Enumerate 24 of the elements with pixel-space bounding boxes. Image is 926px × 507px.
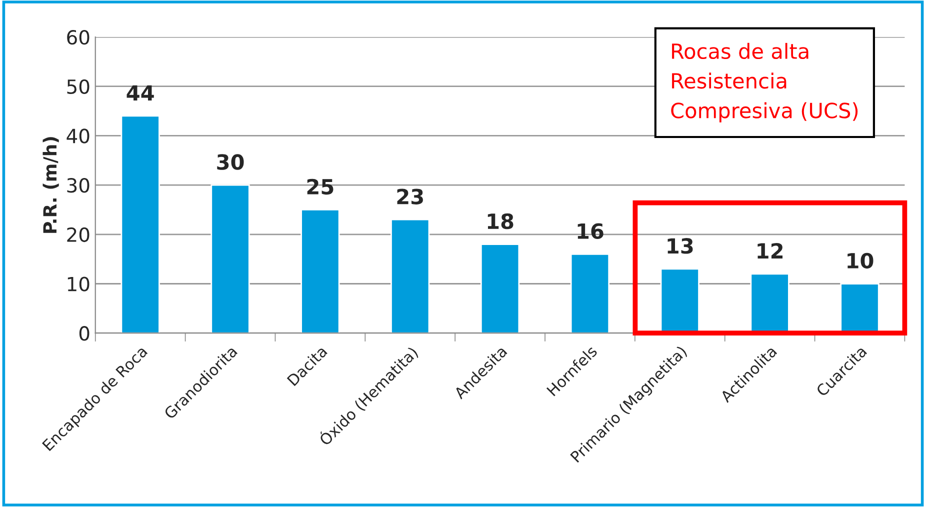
bar: [390, 218, 430, 334]
y-tick-label: 0: [79, 326, 90, 341]
bar: [480, 244, 520, 334]
y-tick-label: 40: [66, 128, 90, 144]
data-label: 12: [758, 242, 782, 258]
bar: [210, 184, 250, 334]
data-label: 10: [848, 252, 874, 269]
y-tick-label: 60: [67, 30, 90, 45]
y-axis-title: P.R. (m/h): [42, 137, 59, 233]
y-tick-label: 30: [67, 178, 90, 193]
bar: [300, 209, 340, 334]
y-tick-label: 20: [67, 227, 90, 242]
data-label: 18: [488, 213, 514, 230]
data-label: 16: [578, 223, 604, 239]
data-label: 25: [307, 178, 334, 195]
data-label: 23: [397, 188, 423, 204]
data-label: 13: [668, 238, 693, 254]
bar: [120, 115, 160, 334]
y-tick-label: 10: [68, 276, 90, 292]
y-tick-label: 50: [67, 79, 90, 94]
data-label: 44: [126, 85, 154, 101]
bar: [570, 253, 610, 334]
data-label: 30: [217, 154, 244, 170]
annotation: Rocas de alta Resistencia Compresiva (UCS): [671, 42, 858, 122]
